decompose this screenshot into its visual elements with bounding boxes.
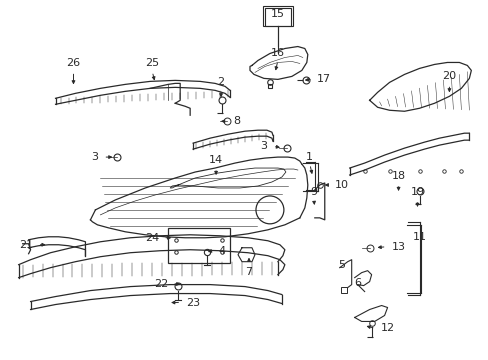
Text: 3: 3 bbox=[260, 141, 267, 151]
Bar bbox=[168, 228, 229, 263]
Text: 12: 12 bbox=[380, 323, 394, 333]
Text: 3: 3 bbox=[91, 152, 98, 162]
Bar bbox=[263, 6, 292, 26]
Text: 23: 23 bbox=[186, 297, 200, 307]
Text: 11: 11 bbox=[412, 232, 426, 242]
Text: 21: 21 bbox=[20, 240, 34, 250]
Text: 4: 4 bbox=[218, 246, 225, 256]
Text: 1: 1 bbox=[305, 152, 313, 162]
Text: 26: 26 bbox=[66, 58, 81, 68]
Text: 5: 5 bbox=[338, 260, 345, 270]
Text: 9: 9 bbox=[309, 187, 317, 197]
Text: 7: 7 bbox=[245, 267, 252, 276]
Text: 22: 22 bbox=[154, 279, 168, 289]
Text: 13: 13 bbox=[391, 242, 405, 252]
Text: 16: 16 bbox=[270, 49, 285, 58]
Text: 24: 24 bbox=[145, 233, 159, 243]
Text: 20: 20 bbox=[442, 71, 455, 81]
Text: 18: 18 bbox=[391, 171, 405, 181]
Text: 19: 19 bbox=[409, 187, 424, 197]
Text: 6: 6 bbox=[353, 278, 361, 288]
Bar bbox=[264, 8, 290, 26]
Text: 10: 10 bbox=[334, 180, 348, 190]
Text: 25: 25 bbox=[145, 58, 159, 68]
Text: 8: 8 bbox=[233, 116, 240, 126]
Text: 15: 15 bbox=[270, 9, 285, 19]
Text: 2: 2 bbox=[217, 77, 224, 87]
Text: 17: 17 bbox=[316, 75, 330, 84]
Text: 14: 14 bbox=[208, 155, 223, 165]
